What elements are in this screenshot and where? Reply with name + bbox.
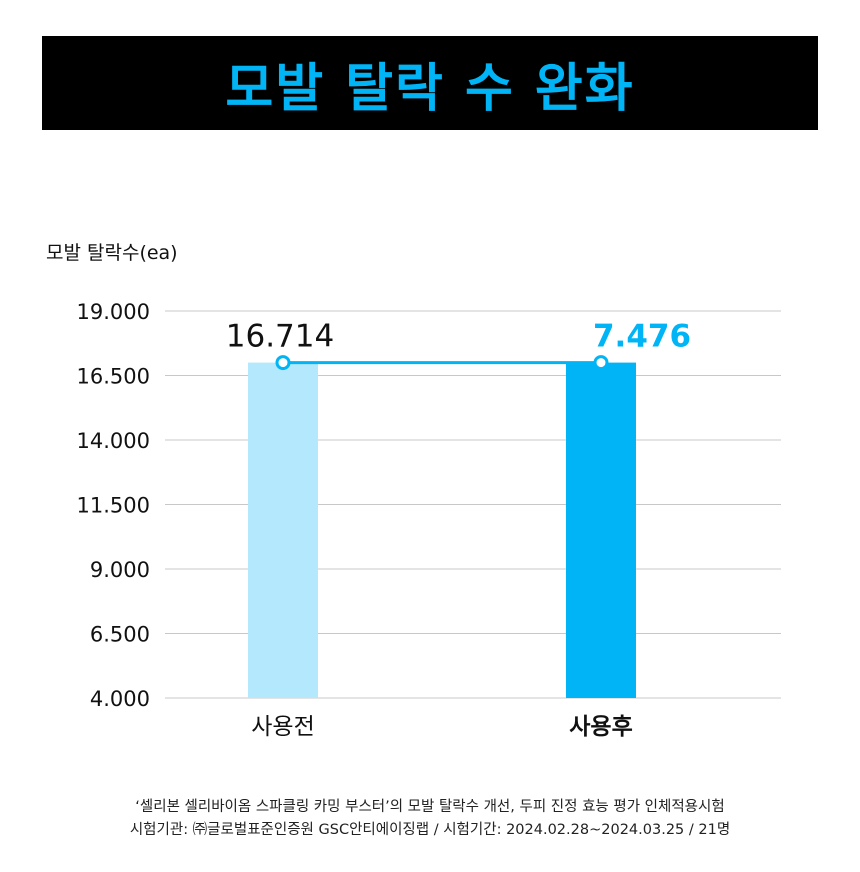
y-tick-labels: 4.000 6.500 9.000 11.500 14.000 16.500 19.000 (77, 300, 150, 711)
category-labels: 사용전 사용후 (251, 714, 632, 740)
footnote-line-2: 시험기관: ㈜글로벌표준인증원 GSC안티에이징랩 / 시험기간: 2024.0… (129, 822, 731, 838)
bar-before (248, 362, 318, 698)
y-tick-label: 14.000 (77, 429, 150, 453)
y-tick-label: 11.500 (77, 494, 150, 518)
y-axis-title: 모발 탈락수(ea) (46, 242, 178, 264)
title-banner: 모발 탈락 수 완화 (42, 36, 818, 130)
value-label-before: 16.714 (226, 319, 334, 355)
bars (248, 362, 636, 698)
connector-line (275, 355, 609, 371)
y-tick-label: 16.500 (77, 365, 150, 389)
y-tick-label: 4.000 (90, 687, 150, 711)
value-labels: 16.714 7.476 (226, 319, 691, 355)
footnote: ‘셀리본 셀리바이옴 스파클링 카밍 부스터’의 모발 탈락수 개선, 두피 진… (0, 796, 860, 842)
bar-after (566, 362, 636, 698)
y-tick-label: 6.500 (90, 623, 150, 647)
chart-title: 모발 탈락 수 완화 (225, 58, 635, 119)
category-label-after: 사용후 (569, 714, 632, 740)
data-point-marker (275, 355, 291, 371)
category-label-before: 사용전 (251, 714, 314, 740)
data-point-marker (593, 355, 609, 371)
value-label-after: 7.476 (593, 319, 691, 355)
y-tick-label: 9.000 (90, 558, 150, 582)
footnote-line-1: ‘셀리본 셀리바이옴 스파클링 카밍 부스터’의 모발 탈락수 개선, 두피 진… (135, 799, 725, 815)
y-tick-label: 19.000 (77, 300, 150, 324)
